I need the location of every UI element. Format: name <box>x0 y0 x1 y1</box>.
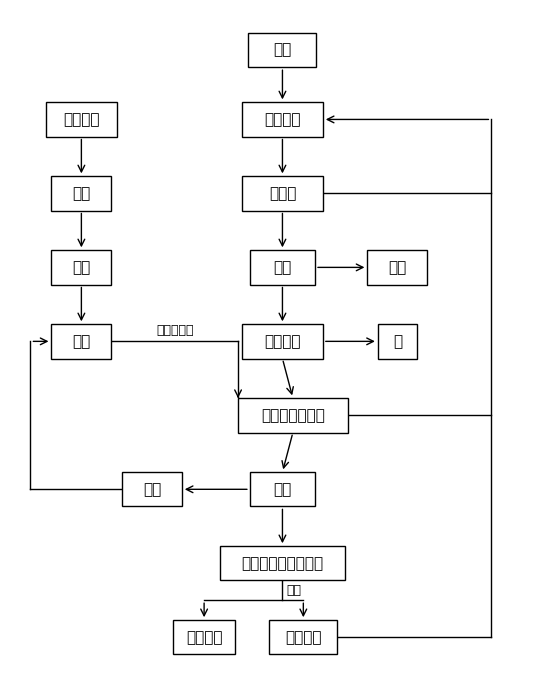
Text: 藻渣: 藻渣 <box>388 260 406 275</box>
FancyBboxPatch shape <box>220 546 345 581</box>
Text: 离心: 离心 <box>273 260 292 275</box>
Text: 有机溶液: 有机溶液 <box>264 112 301 127</box>
Text: 静置分层: 静置分层 <box>264 334 301 349</box>
Text: 酯交换反应: 酯交换反应 <box>156 325 194 337</box>
FancyBboxPatch shape <box>51 324 112 358</box>
FancyBboxPatch shape <box>249 33 317 67</box>
Text: 煅烧: 煅烧 <box>72 260 90 275</box>
FancyBboxPatch shape <box>51 176 112 211</box>
FancyBboxPatch shape <box>242 176 323 211</box>
Text: 微藻: 微藻 <box>273 43 292 58</box>
FancyBboxPatch shape <box>269 620 337 654</box>
Text: 超声波: 超声波 <box>269 186 296 201</box>
FancyBboxPatch shape <box>250 250 315 285</box>
Text: 研磨: 研磨 <box>72 186 90 201</box>
FancyBboxPatch shape <box>242 324 323 358</box>
FancyBboxPatch shape <box>250 472 315 506</box>
FancyBboxPatch shape <box>51 250 112 285</box>
FancyBboxPatch shape <box>46 103 116 137</box>
Text: 水: 水 <box>393 334 402 349</box>
Text: 石灰: 石灰 <box>72 334 90 349</box>
Text: 离心: 离心 <box>273 482 292 497</box>
FancyBboxPatch shape <box>238 398 348 433</box>
Text: 含油脂有机溶液: 含油脂有机溶液 <box>261 408 325 423</box>
FancyBboxPatch shape <box>242 103 323 137</box>
Text: 生物柴油: 生物柴油 <box>186 630 222 645</box>
FancyBboxPatch shape <box>367 250 428 285</box>
Text: 石灰: 石灰 <box>143 482 161 497</box>
Text: 有机溶液: 有机溶液 <box>285 630 322 645</box>
FancyBboxPatch shape <box>173 620 236 654</box>
FancyBboxPatch shape <box>122 472 182 506</box>
FancyBboxPatch shape <box>378 324 417 358</box>
Text: 蒸馏: 蒸馏 <box>287 584 301 597</box>
Text: 含生物柴油有机溶液: 含生物柴油有机溶液 <box>242 556 324 571</box>
Text: 废弃贝壳: 废弃贝壳 <box>63 112 100 127</box>
